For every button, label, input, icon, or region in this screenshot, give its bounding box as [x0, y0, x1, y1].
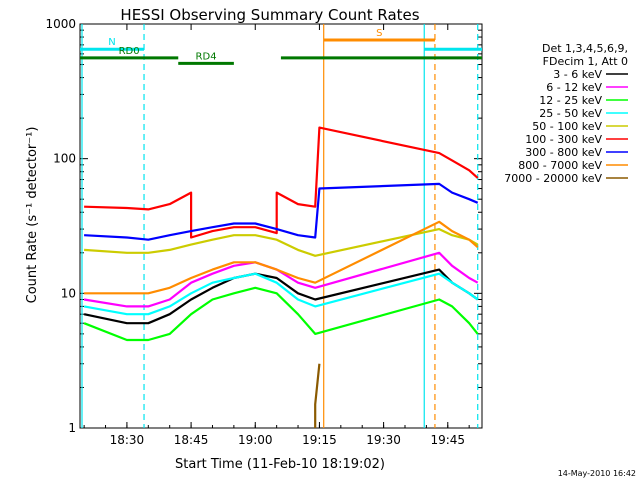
legend-entry: 50 - 100 keV [532, 120, 602, 133]
series-line [83, 286, 479, 342]
x-axis-label: Start Time (11-Feb-10 18:19:02) [175, 457, 385, 472]
legend-entry: 3 - 6 keV [553, 68, 602, 81]
status-bar-label: RD4 [196, 51, 217, 62]
legend: Det 1,3,4,5,6,9,FDecim 1, Att 03 - 6 keV… [504, 42, 628, 185]
legend-header: Det 1,3,4,5,6,9, [542, 42, 628, 55]
y-tick-label: 10 [61, 286, 76, 300]
legend-header: FDecim 1, Att 0 [543, 55, 628, 68]
y-tick-label: 1000 [45, 17, 76, 31]
series-line [84, 182, 479, 241]
series-line [83, 272, 479, 316]
plot-area: 18:30 18:45 19:00 19:15 19:30 19:45 1 10 100 1000… [45, 17, 483, 447]
x-tick-label: 19:30 [366, 433, 401, 447]
x-tick-label: 19:15 [302, 433, 337, 447]
x-tick-label: 19:00 [238, 433, 273, 447]
x-tick-label: 18:30 [110, 433, 145, 447]
legend-entry: 300 - 800 keV [525, 146, 602, 159]
status-bar-label: N [108, 37, 115, 48]
x-tick-label: 19:45 [430, 433, 465, 447]
legend-entry: 800 - 7000 keV [518, 159, 602, 172]
x-tick-label: 18:45 [174, 433, 209, 447]
legend-entry: 100 - 300 keV [525, 133, 602, 146]
series-line [84, 220, 479, 295]
series-line [84, 228, 479, 257]
series-line [314, 363, 321, 428]
status-bar-label: S [376, 28, 382, 39]
legend-entry: 7000 - 20000 keV [504, 172, 602, 185]
y-tick-label: 1 [68, 421, 76, 435]
y-axis-label: Count Rate (s⁻¹ detector⁻¹) [25, 127, 40, 304]
footer-date: 14-May-2010 16:42 [558, 469, 636, 478]
plot-frame [79, 23, 483, 429]
y-tick-label: 100 [53, 152, 76, 166]
legend-entry: 25 - 50 keV [539, 107, 602, 120]
legend-entry: 6 - 12 keV [546, 81, 602, 94]
legend-entry: 12 - 25 keV [539, 94, 602, 107]
status-bar-label: RD0 [119, 46, 140, 57]
series-line [84, 126, 479, 239]
chart-title: HESSI Observing Summary Count Rates [120, 6, 419, 24]
